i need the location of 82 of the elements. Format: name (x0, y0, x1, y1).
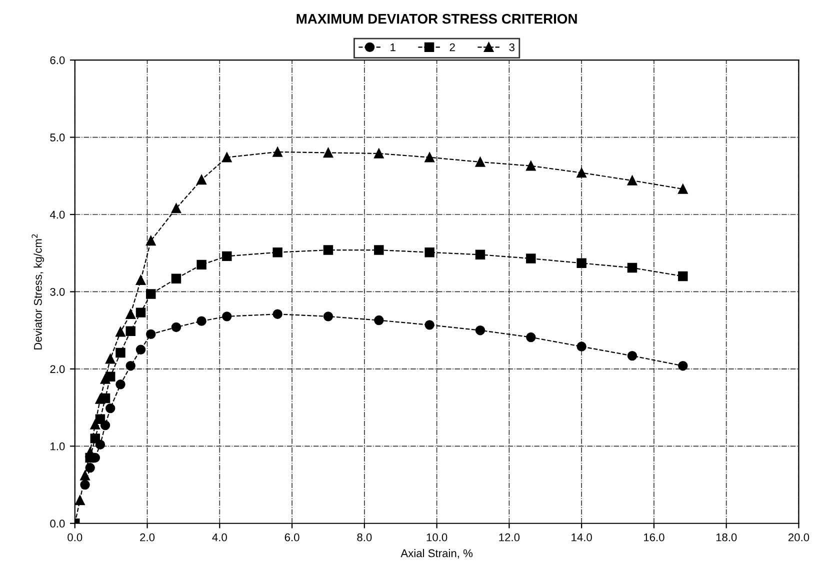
point (424, 152, 434, 162)
point (146, 329, 156, 340)
point (576, 258, 586, 268)
point (627, 262, 638, 273)
point (678, 360, 688, 371)
x-tick-label: 4.0 (212, 533, 227, 542)
point (100, 374, 110, 384)
y-axis-title: Deviator Stress, kg/cm$^{2}$ (32, 234, 44, 350)
point (126, 309, 136, 319)
point (272, 147, 282, 157)
point (90, 420, 100, 430)
point (222, 251, 232, 262)
point (95, 394, 106, 404)
point (146, 289, 156, 299)
point (424, 247, 434, 258)
point (136, 275, 146, 285)
point (374, 245, 384, 255)
chart-title: MAXIMUM DEVIATOR STRESS CRITERION (296, 14, 577, 24)
x-tick-label: 20.0 (788, 533, 810, 542)
point (171, 274, 182, 284)
point (627, 176, 638, 186)
point (576, 168, 586, 178)
point (576, 342, 586, 352)
legend-label: 1 (390, 43, 396, 52)
point (272, 309, 282, 319)
point (475, 157, 486, 167)
y-tick-label: 3.0 (50, 288, 65, 296)
point (116, 380, 126, 390)
point (171, 322, 182, 332)
point (80, 470, 90, 480)
y-tick-label: 0.0 (50, 520, 65, 528)
x-tick-label: 18.0 (716, 533, 737, 542)
point (272, 247, 282, 258)
point (105, 354, 116, 364)
point (475, 325, 486, 336)
point (475, 250, 486, 260)
legend-label: 3 (509, 43, 514, 52)
point (323, 312, 334, 322)
point (85, 447, 95, 458)
point (146, 236, 156, 246)
point (526, 254, 536, 264)
point (75, 495, 85, 506)
point (85, 462, 95, 473)
point (105, 403, 116, 414)
point (374, 315, 384, 326)
point (126, 326, 136, 336)
point (171, 203, 182, 214)
point (196, 316, 206, 326)
point (526, 332, 536, 342)
point (424, 320, 434, 330)
point (627, 350, 638, 361)
x-tick-label: 12.0 (499, 533, 520, 542)
x-tick-label: 6.0 (284, 533, 300, 542)
point (222, 152, 232, 162)
point (374, 148, 384, 158)
point (196, 174, 206, 185)
point (90, 434, 100, 444)
y-tick-label: 6.0 (50, 56, 65, 64)
point (678, 184, 688, 194)
point (196, 260, 206, 270)
point (222, 312, 232, 322)
x-tick-label: 10.0 (426, 533, 448, 542)
point (678, 271, 688, 282)
legend-label: 2 (450, 43, 455, 52)
point (116, 327, 126, 337)
point (323, 148, 334, 158)
y-tick-label: 4.0 (50, 210, 65, 219)
point (136, 344, 146, 354)
point (323, 245, 334, 255)
y-tick-label: 5.0 (50, 134, 65, 142)
x-tick-label: 2.0 (140, 533, 155, 542)
x-axis-title: Axial Strain, % (400, 549, 473, 558)
y-tick-label: 2.0 (50, 365, 65, 374)
x-tick-label: 14.0 (572, 533, 592, 542)
point (526, 160, 536, 171)
y-tick-label: 1.0 (50, 442, 65, 450)
point (126, 360, 136, 371)
x-tick-label: 0.0 (68, 533, 82, 542)
x-tick-label: 8.0 (357, 533, 372, 542)
x-tick-label: 16.0 (644, 533, 664, 542)
point (136, 308, 146, 318)
point (116, 348, 126, 358)
